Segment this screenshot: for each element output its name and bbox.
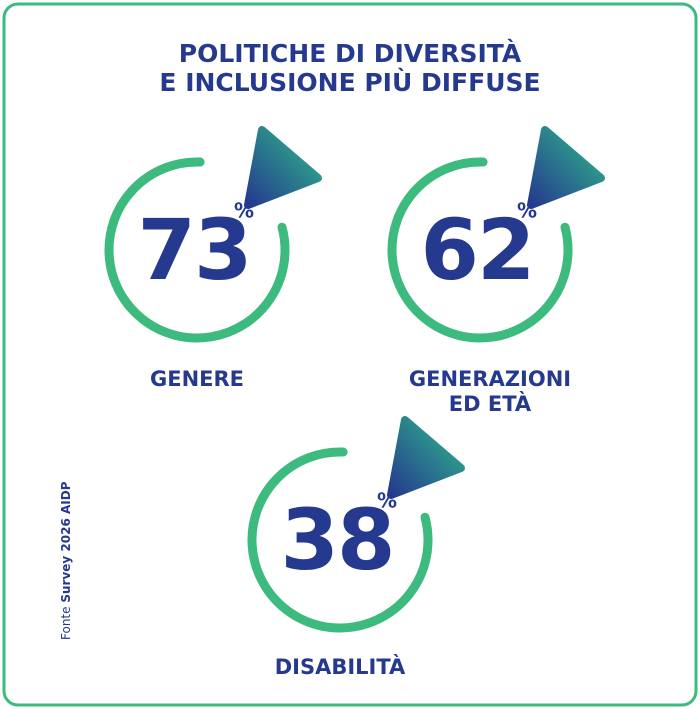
label: GENERE bbox=[150, 367, 244, 391]
ring bbox=[247, 447, 433, 633]
source: Fonte Survey 2026 AIDP bbox=[59, 481, 73, 640]
source-name: Survey 2026 AIDP bbox=[59, 481, 73, 602]
pointer bbox=[387, 416, 465, 499]
source-prefix: Fonte bbox=[59, 606, 73, 640]
ring bbox=[387, 157, 573, 343]
pointer bbox=[527, 126, 605, 209]
unit: % bbox=[377, 489, 397, 513]
value: 62 bbox=[421, 201, 534, 299]
title-line: POLITICHE DI DIVERSITÀ bbox=[179, 39, 522, 68]
label: DISABILITÀ bbox=[275, 654, 406, 679]
value: 38 bbox=[281, 491, 394, 589]
unit: % bbox=[517, 199, 537, 223]
label: GENERAZIONI bbox=[409, 367, 571, 391]
title-line: E INCLUSIONE PIÙ DIFFUSE bbox=[159, 67, 540, 97]
ring bbox=[104, 157, 290, 343]
value: 73 bbox=[138, 201, 251, 299]
pointer bbox=[244, 126, 322, 209]
label: ED ETÀ bbox=[449, 391, 532, 416]
unit: % bbox=[234, 199, 254, 223]
